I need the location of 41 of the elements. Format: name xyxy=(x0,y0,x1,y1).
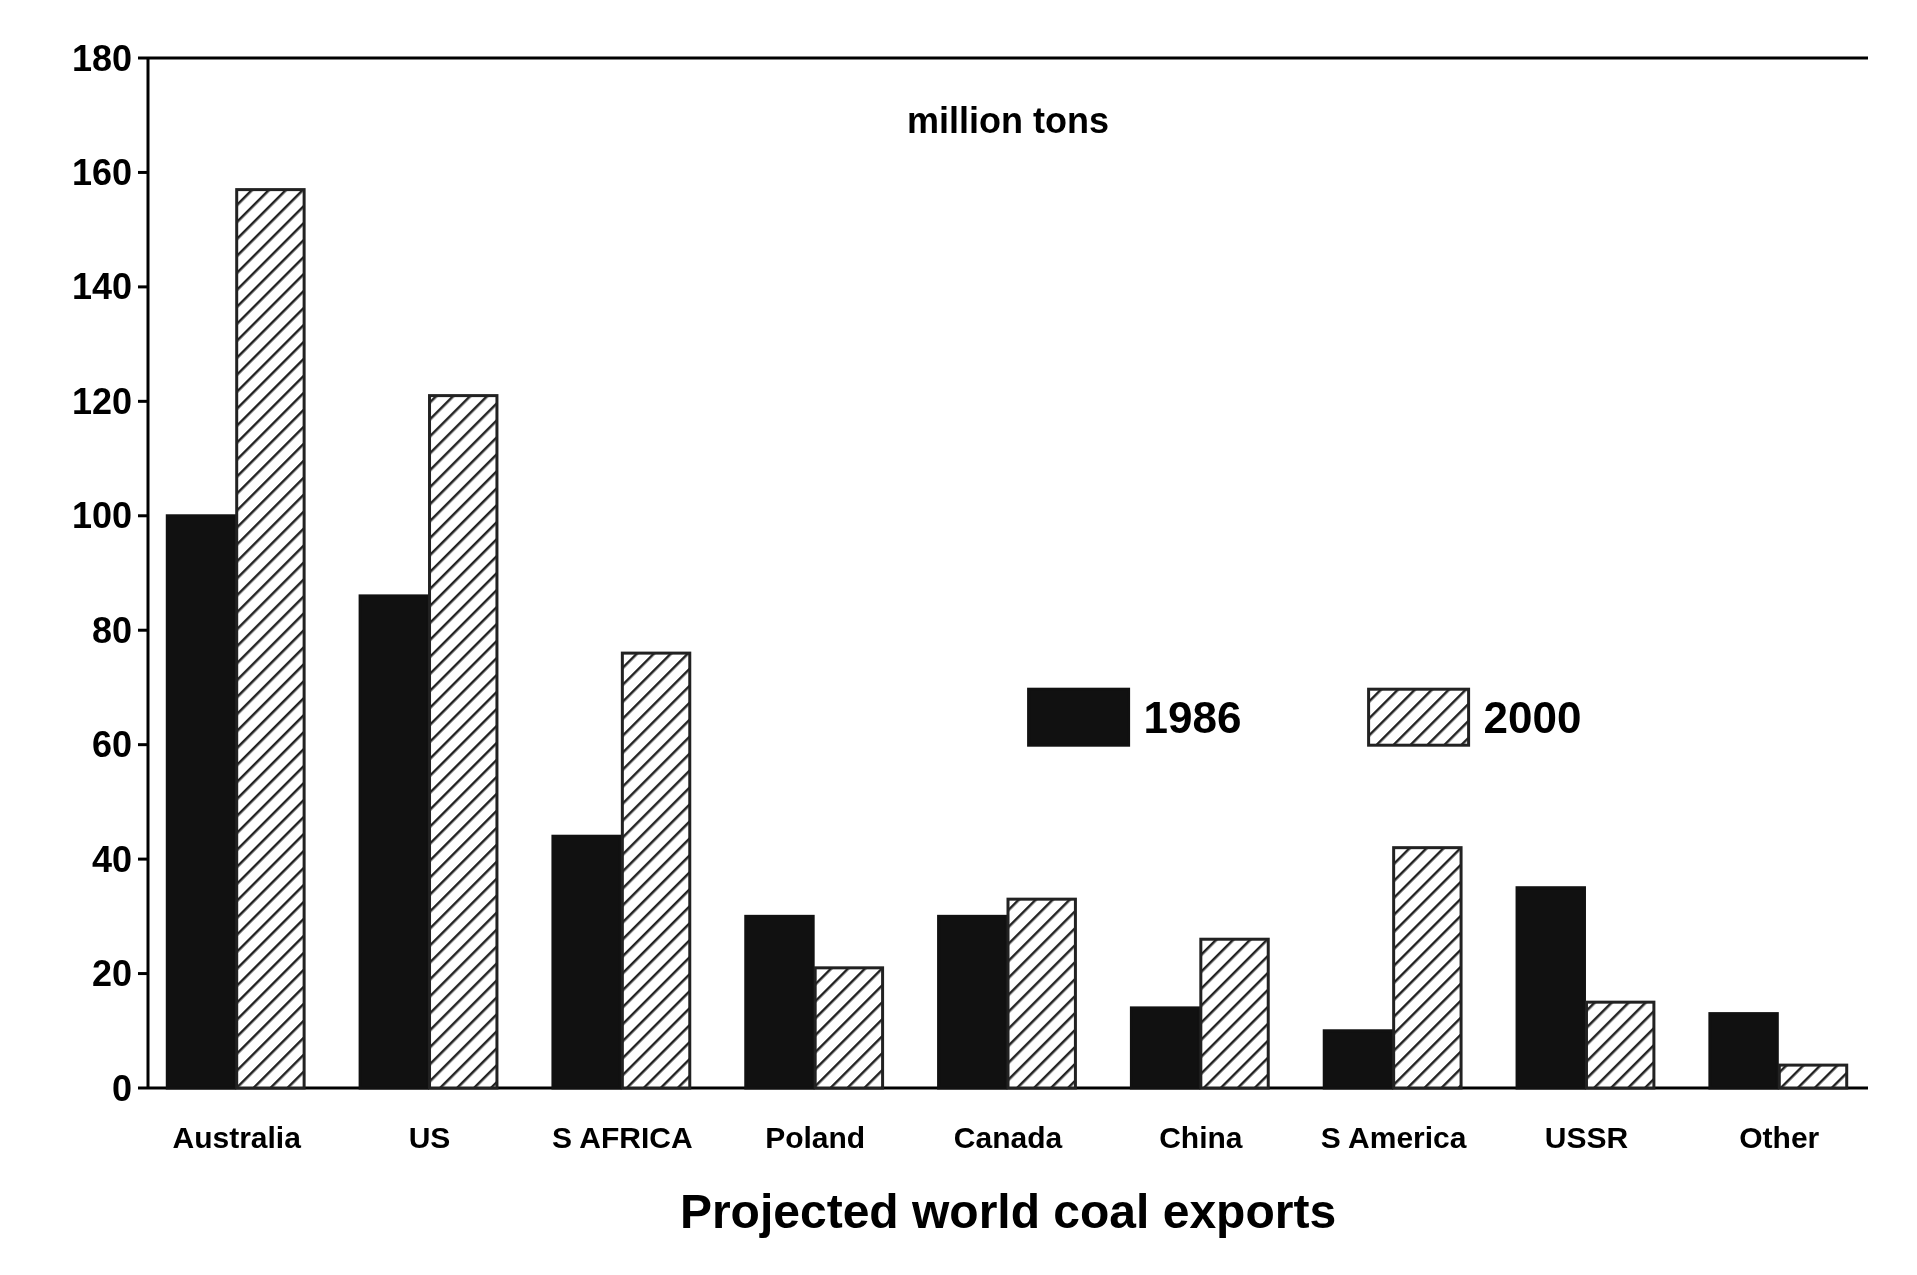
y-tick-label: 0 xyxy=(111,1067,132,1109)
bar xyxy=(165,514,237,1090)
bar xyxy=(1129,1006,1201,1090)
y-tick-label: 100 xyxy=(71,495,132,537)
x-tick-label: Australia xyxy=(172,1121,302,1154)
y-tick-label: 140 xyxy=(71,266,132,308)
x-tick-label: Canada xyxy=(953,1121,1063,1154)
bar xyxy=(1006,897,1077,1090)
bar xyxy=(813,966,885,1090)
x-tick-label: S AFRICA xyxy=(552,1121,693,1154)
y-axis-title: million tons xyxy=(907,100,1109,141)
bar xyxy=(551,834,622,1090)
legend-label: 2000 xyxy=(1483,692,1582,742)
bar xyxy=(1392,846,1463,1090)
y-tick-label: 80 xyxy=(91,609,132,651)
y-tick-label: 20 xyxy=(91,953,132,995)
bar xyxy=(1708,1012,1779,1090)
bar xyxy=(937,914,1008,1090)
x-tick-label: US xyxy=(408,1121,451,1154)
x-tick-label: S America xyxy=(1320,1121,1467,1154)
bar xyxy=(358,594,430,1090)
y-tick-label: 60 xyxy=(91,724,132,766)
text: Projected world coal exports xyxy=(679,1185,1337,1238)
bar xyxy=(744,914,815,1090)
y-tick-label: 120 xyxy=(71,380,132,422)
x-tick-label: Poland xyxy=(765,1121,866,1154)
y-tick-label: 40 xyxy=(91,838,132,880)
y-tick-label: 180 xyxy=(71,37,132,79)
bar xyxy=(235,188,306,1090)
bar xyxy=(428,394,499,1090)
bar xyxy=(1584,1000,1656,1090)
bar xyxy=(1199,937,1270,1090)
x-tick-label: China xyxy=(1159,1121,1243,1154)
x-tick-label: Other xyxy=(1739,1121,1820,1154)
bar xyxy=(1322,1029,1394,1090)
legend-label: 1986 xyxy=(1143,692,1242,742)
bar xyxy=(620,651,692,1090)
bar xyxy=(1777,1063,1849,1090)
y-tick-label: 160 xyxy=(71,152,132,194)
x-tick-label: USSR xyxy=(1544,1121,1629,1154)
bar xyxy=(1515,886,1586,1090)
